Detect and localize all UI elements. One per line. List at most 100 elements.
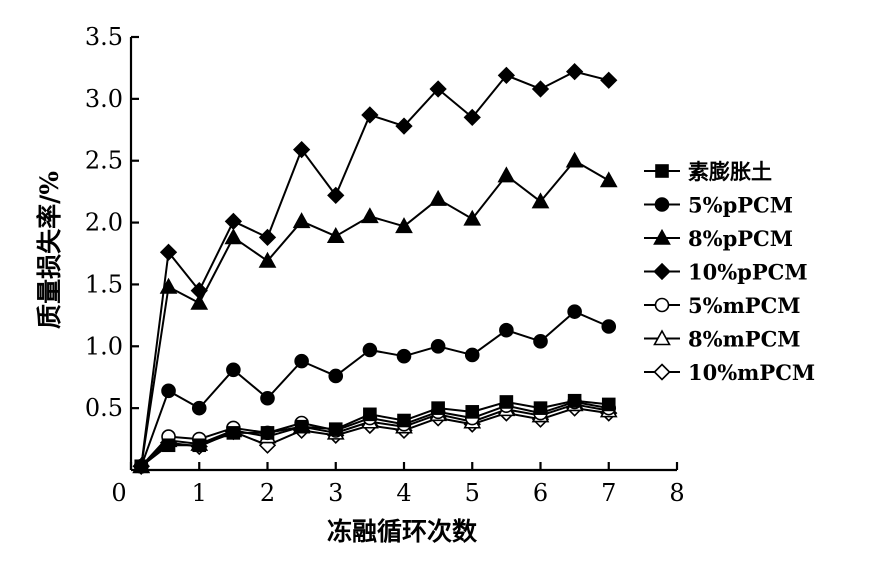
- data-point: [192, 438, 207, 453]
- data-point: [533, 401, 548, 415]
- legend-label: 5%pPCM: [688, 193, 793, 218]
- data-point: [363, 407, 377, 422]
- data-point: [396, 348, 412, 364]
- legend-item: 8%pPCM: [644, 226, 793, 251]
- data-point: [260, 390, 275, 406]
- x-tick-label: 7: [601, 479, 616, 507]
- data-point: [292, 140, 311, 159]
- legend-item: 10%mPCM: [644, 360, 815, 385]
- data-point: [161, 438, 176, 453]
- series-layer: [132, 63, 618, 475]
- x-axis-title: 冻融循环次数: [327, 517, 478, 546]
- data-point: [599, 171, 618, 188]
- data-point: [134, 459, 149, 474]
- x-tick-label: 1: [192, 479, 207, 507]
- y-tick-label: 3.5: [85, 23, 123, 51]
- legend-label: 10%mPCM: [688, 360, 815, 385]
- data-point: [464, 347, 480, 363]
- data-point: [565, 151, 584, 168]
- data-point: [395, 217, 413, 234]
- legend-label: 8%pPCM: [688, 226, 793, 251]
- data-point: [533, 334, 548, 349]
- data-point: [431, 401, 445, 415]
- legend-item: 5%mPCM: [644, 293, 801, 318]
- data-point: [191, 400, 207, 416]
- data-point: [161, 383, 176, 399]
- legend-label: 8%mPCM: [688, 327, 801, 352]
- data-point: [497, 66, 516, 84]
- legend-item: 5%pPCM: [644, 193, 793, 218]
- data-point: [465, 405, 480, 419]
- data-point: [361, 207, 379, 224]
- y-tick-label: 0.5: [85, 394, 123, 422]
- data-point: [499, 395, 514, 409]
- data-point: [328, 422, 343, 436]
- data-point: [565, 63, 584, 81]
- series-3: [132, 63, 618, 475]
- data-point: [328, 368, 344, 384]
- legend-marker: [653, 329, 671, 346]
- data-point: [429, 80, 447, 98]
- data-point: [294, 353, 309, 369]
- x-tick-label: 8: [669, 479, 684, 507]
- legend-marker: [653, 363, 671, 381]
- y-tick-label: 2.0: [85, 209, 123, 237]
- data-point: [601, 319, 617, 334]
- data-point: [567, 304, 582, 319]
- x-tick-label: 0: [111, 479, 126, 507]
- data-point: [224, 228, 243, 245]
- legend-marker: [654, 197, 670, 212]
- data-point: [600, 71, 618, 89]
- data-point: [430, 338, 446, 354]
- x-tick-label: 4: [396, 479, 411, 507]
- y-tick-label: 1.0: [85, 332, 123, 360]
- legend-label: 素膨胀土: [688, 159, 772, 184]
- legend-marker: [654, 297, 670, 313]
- data-point: [327, 186, 345, 204]
- data-point: [159, 277, 178, 294]
- data-point: [499, 322, 514, 338]
- data-point: [531, 192, 550, 209]
- data-point: [601, 397, 616, 412]
- data-point: [226, 362, 241, 378]
- legend-marker: [655, 164, 669, 178]
- data-point: [224, 212, 243, 230]
- data-point: [190, 293, 209, 310]
- data-point: [395, 117, 413, 135]
- data-point: [497, 166, 516, 183]
- legend-item: 10%pPCM: [644, 260, 808, 285]
- x-tick-label: 3: [328, 479, 343, 507]
- data-point: [260, 426, 275, 440]
- series-1: [133, 304, 617, 474]
- data-point: [361, 106, 379, 124]
- legend: 素膨胀土 5%pPCM 8%pPCM 10%pPCM 5%mPCM 8%mPCM 10%mP…: [644, 159, 815, 385]
- y-tick-label: 3.0: [85, 85, 123, 113]
- legend-item: 8%mPCM: [644, 327, 801, 352]
- legend-marker: [653, 262, 671, 281]
- data-point: [292, 212, 311, 229]
- legend-item: 素膨胀土: [644, 159, 772, 184]
- data-point: [326, 227, 345, 243]
- data-point: [258, 251, 277, 268]
- legend-label: 5%mPCM: [688, 293, 801, 318]
- data-point: [429, 189, 447, 206]
- data-point: [159, 243, 178, 261]
- data-point: [397, 413, 411, 428]
- y-tick-label: 2.5: [85, 147, 123, 175]
- series-0: [134, 393, 616, 474]
- data-point: [294, 419, 309, 434]
- legend-label: 10%pPCM: [688, 260, 808, 285]
- y-axis-title: 质量损失率/%: [35, 171, 64, 329]
- x-tick-label: 2: [260, 479, 275, 507]
- x-tick-label: 5: [465, 479, 480, 507]
- data-point: [567, 393, 582, 408]
- x-tick-label: 6: [533, 479, 548, 507]
- legend-marker: [653, 228, 671, 245]
- data-point: [463, 209, 482, 226]
- data-point: [531, 80, 550, 98]
- y-tick-label: 1.5: [85, 270, 123, 298]
- data-point: [362, 342, 378, 358]
- data-point: [258, 228, 277, 247]
- data-point: [226, 426, 241, 440]
